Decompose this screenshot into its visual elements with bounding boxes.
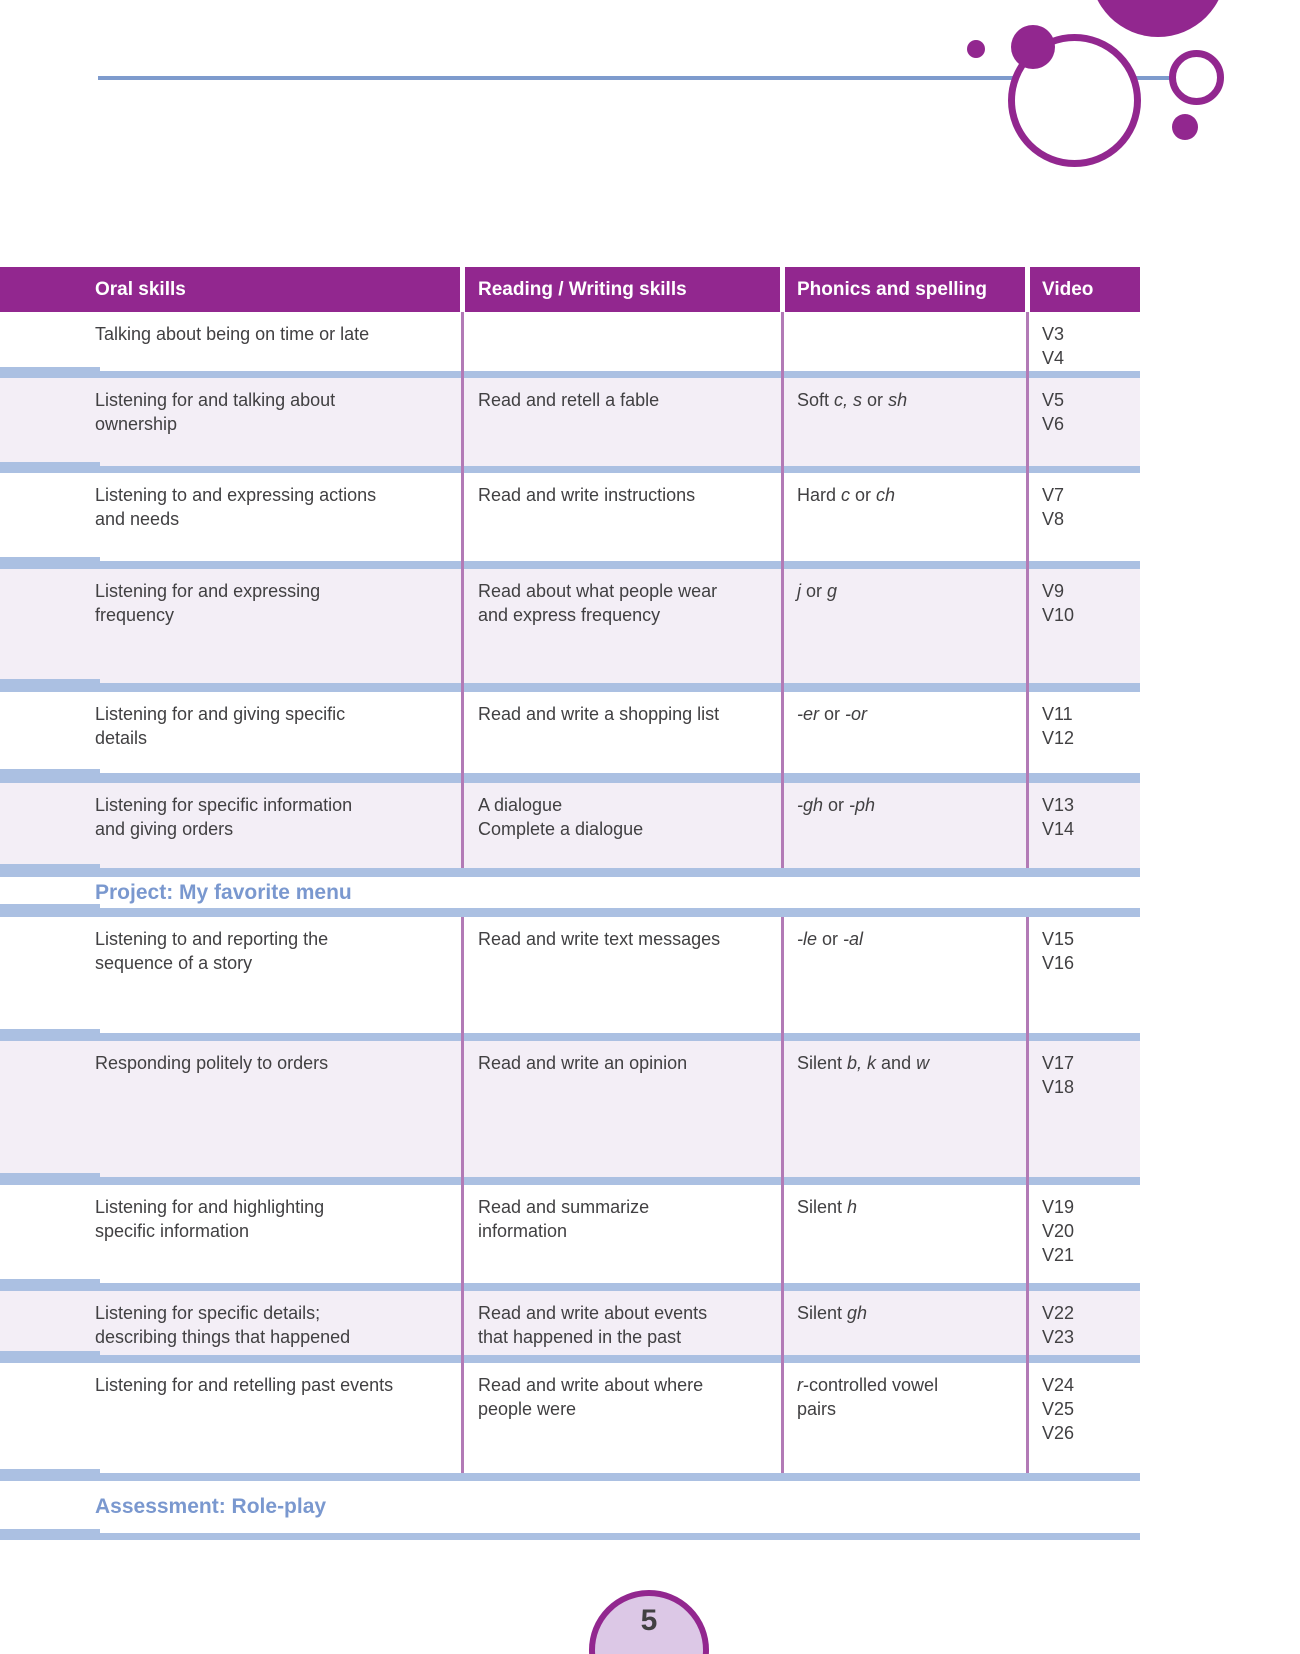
- row-separator: [0, 1469, 1140, 1481]
- video-cell: V19 V20 V21: [1042, 1197, 1075, 1265]
- row-separator: [0, 1173, 1140, 1185]
- reading-writing-cell: Read and retell a fable: [478, 390, 660, 410]
- table-row: Listening for and talking about ownershi…: [0, 378, 1140, 466]
- column-divider: [781, 312, 784, 868]
- phonics-cell: -gh or -ph: [797, 795, 876, 815]
- table-row: Listening for and highlighting specific …: [0, 1185, 1140, 1283]
- row-separator: [0, 1529, 1140, 1540]
- phonics-cell: Hard c or ch: [797, 485, 896, 505]
- assessment-band: Assessment: Role-play: [0, 1481, 1140, 1533]
- oral-skills-cell: Talking about being on time or late: [95, 324, 370, 344]
- reading-writing-cell: Read and write an opinion: [478, 1053, 688, 1073]
- oral-skills-cell: Listening to and expressing actions and …: [95, 485, 377, 529]
- phonics-cell: Silent h: [797, 1197, 858, 1217]
- reading-writing-cell: Read and write about events that happene…: [478, 1303, 708, 1347]
- video-cell: V9 V10: [1042, 581, 1075, 625]
- row-separator: [0, 1029, 1140, 1041]
- reading-writing-cell: Read and write text messages: [478, 929, 721, 949]
- column-divider: [781, 917, 784, 1473]
- phonics-cell: r-controlled vowel pairs: [797, 1375, 939, 1419]
- header-divider: [1025, 267, 1030, 312]
- video-cell: V7 V8: [1042, 485, 1065, 529]
- table-row: Listening for specific information and g…: [0, 783, 1140, 868]
- reading-writing-cell: A dialogue Complete a dialogue: [478, 795, 644, 839]
- reading-writing-cell: [463, 312, 783, 371]
- oral-skills-cell: Listening for and giving specific detail…: [95, 704, 346, 748]
- row-separator: [0, 904, 1140, 917]
- syllabus-table: Oral skills Reading / Writing skills Pho…: [0, 267, 1140, 1540]
- reading-writing-cell: Read and write instructions: [478, 485, 696, 505]
- video-cell: V22 V23: [1042, 1303, 1075, 1347]
- project-band: Project: My favorite menu: [0, 877, 1140, 908]
- row-separator: [0, 557, 1140, 569]
- header-video: Video: [1042, 278, 1094, 300]
- oral-skills-cell: Listening for and expressing frequency: [95, 581, 321, 625]
- decorative-circle-outline-small-icon: [1169, 50, 1224, 105]
- column-divider: [1026, 917, 1029, 1473]
- page-number-badge: 5: [589, 1590, 709, 1654]
- oral-skills-cell: Listening for and highlighting specific …: [95, 1197, 325, 1241]
- header-divider: [780, 267, 785, 312]
- decorative-circle-dot-icon: [967, 40, 985, 58]
- phonics-cell: Silent gh: [797, 1303, 868, 1323]
- row-separator: [0, 1351, 1140, 1363]
- decorative-circle-top-icon: [1090, 0, 1226, 37]
- page-number: 5: [640, 1604, 658, 1637]
- header-reading-writing: Reading / Writing skills: [478, 278, 687, 300]
- video-cell: V15 V16: [1042, 929, 1075, 973]
- table-row: Listening for specific details; describi…: [0, 1291, 1140, 1355]
- phonics-cell: [783, 312, 1028, 371]
- row-separator: [0, 462, 1140, 473]
- table-section-lower: Listening to and reporting the sequence …: [0, 917, 1140, 1473]
- column-divider: [461, 917, 464, 1473]
- table-row: Responding politely to orders Read and w…: [0, 1041, 1140, 1177]
- row-separator: [0, 864, 1140, 877]
- table-row: Talking about being on time or late V3 V…: [0, 312, 1140, 371]
- column-divider: [461, 312, 464, 868]
- oral-skills-cell: Listening for specific information and g…: [95, 795, 353, 839]
- oral-skills-cell: Listening for and retelling past events: [95, 1375, 394, 1395]
- row-separator: [0, 679, 1140, 692]
- video-cell: V5 V6: [1042, 390, 1065, 434]
- phonics-cell: -le or -al: [797, 929, 864, 949]
- video-cell: V17 V18: [1042, 1053, 1075, 1097]
- top-rule: [98, 76, 1172, 80]
- oral-skills-cell: Listening for specific details; describi…: [95, 1303, 351, 1347]
- video-cell: V13 V14: [1042, 795, 1075, 839]
- oral-skills-cell: Listening for and talking about ownershi…: [95, 390, 336, 434]
- phonics-cell: Silent b, k and w: [797, 1053, 930, 1073]
- video-cell: V24 V25 V26: [1042, 1375, 1075, 1443]
- table-row: Listening for and expressing frequency R…: [0, 569, 1140, 683]
- decorative-circle-filled-small-icon: [1172, 114, 1198, 140]
- row-separator: [0, 769, 1140, 783]
- phonics-cell: Soft c, s or sh: [797, 390, 908, 410]
- video-cell: V3 V4: [1042, 324, 1065, 368]
- table-section-upper: Talking about being on time or late V3 V…: [0, 312, 1140, 868]
- reading-writing-cell: Read and summarize information: [478, 1197, 650, 1241]
- reading-writing-cell: Read and write a shopping list: [478, 704, 720, 724]
- table-row: Listening to and expressing actions and …: [0, 473, 1140, 561]
- video-cell: V11 V12: [1042, 704, 1075, 748]
- table-header: Oral skills Reading / Writing skills Pho…: [0, 267, 1140, 312]
- oral-skills-cell: Responding politely to orders: [95, 1053, 329, 1073]
- header-phonics-spelling: Phonics and spelling: [797, 278, 988, 300]
- row-separator: [0, 367, 1140, 378]
- column-divider: [1026, 312, 1029, 868]
- header-divider: [460, 267, 465, 312]
- phonics-cell: -er or -or: [797, 704, 868, 724]
- row-separator: [0, 1279, 1140, 1291]
- phonics-cell: j or g: [797, 581, 838, 601]
- oral-skills-cell: Listening to and reporting the sequence …: [95, 929, 329, 973]
- table-row: Listening for and retelling past events …: [0, 1363, 1140, 1473]
- reading-writing-cell: Read and write about where people were: [478, 1375, 704, 1419]
- table-row: Listening for and giving specific detail…: [0, 692, 1140, 773]
- table-row: Listening to and reporting the sequence …: [0, 917, 1140, 1033]
- reading-writing-cell: Read about what people wear and express …: [478, 581, 718, 625]
- header-oral-skills: Oral skills: [95, 278, 186, 300]
- decorative-circle-filled-medium-icon: [1011, 25, 1055, 69]
